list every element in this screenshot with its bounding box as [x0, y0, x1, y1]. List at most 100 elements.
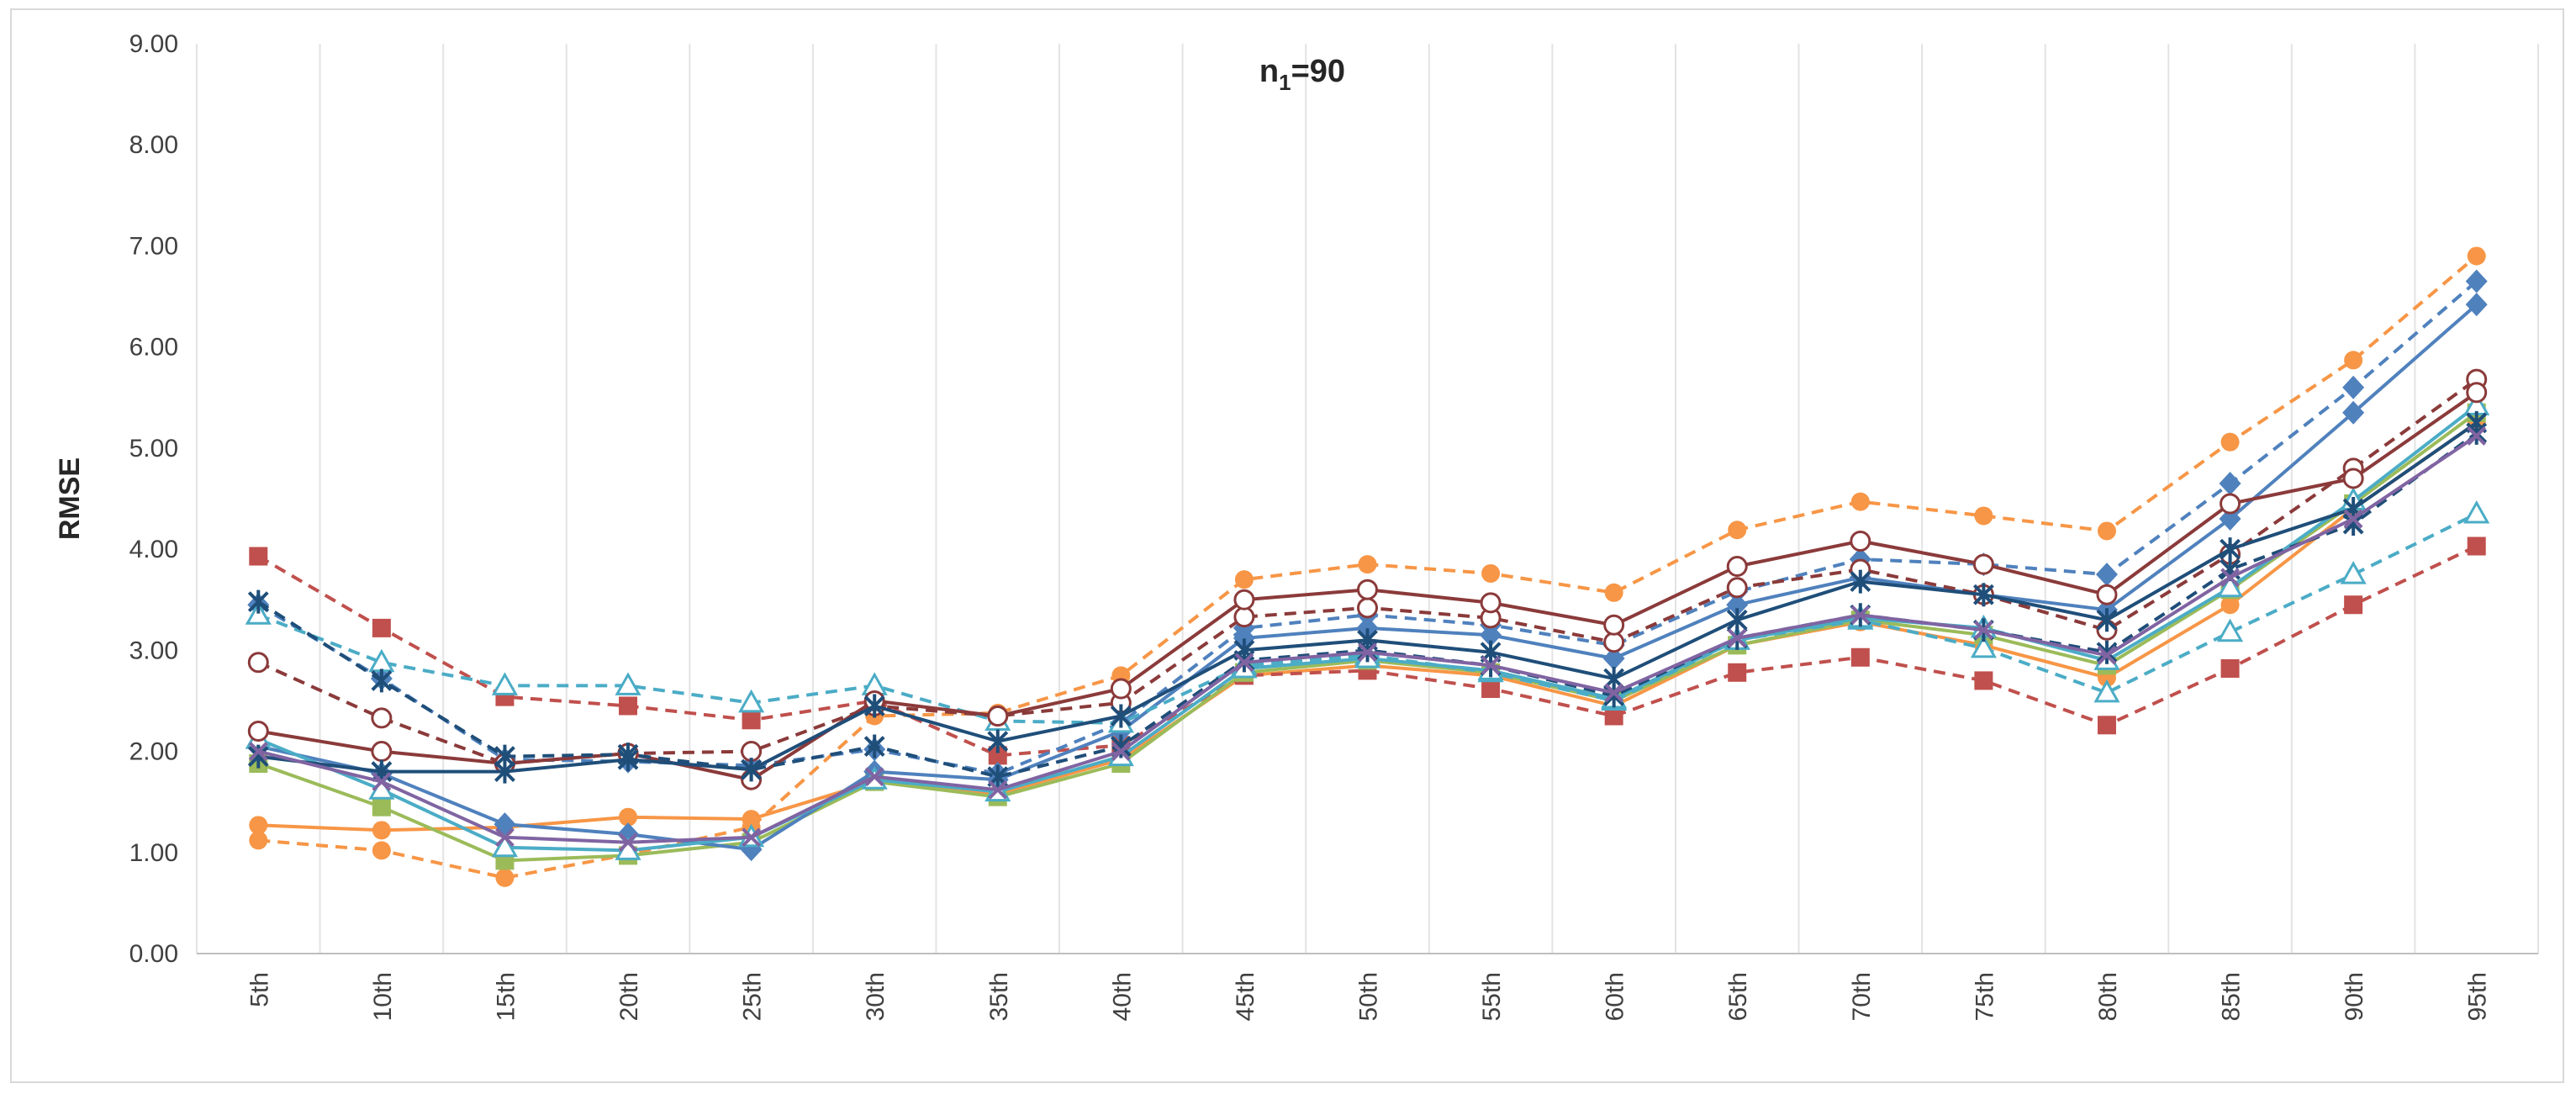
data-point	[2465, 269, 2488, 293]
data-point	[2466, 382, 2488, 404]
data-point	[2220, 537, 2241, 562]
data-point	[1358, 555, 1377, 574]
data-point	[742, 810, 761, 829]
x-tick-label: 45th	[1232, 972, 1259, 1021]
x-tick-label: 40th	[1108, 972, 1136, 1021]
data-point	[491, 672, 519, 695]
series-line	[257, 279, 2478, 775]
x-tick-label: 95th	[2464, 972, 2492, 1021]
x-tick-labels: 5th 10th 15th 20th 25th 30th 35th 40th 45th 50th 5…	[245, 972, 2491, 1021]
data-point	[1357, 579, 1378, 600]
data-point	[619, 807, 638, 827]
data-point	[2467, 536, 2486, 556]
data-point	[618, 832, 638, 853]
series-line	[257, 303, 2478, 852]
y-tick-labels: 0.00 1.00 2.00 3.00 4.00 5.00 6.00 7.00 8.00 9.00	[129, 30, 178, 968]
data-point	[1603, 632, 1625, 653]
data-point	[1358, 642, 1377, 663]
x-tick-label: 55th	[1478, 972, 1506, 1021]
data-point	[1234, 653, 1254, 673]
data-point	[1481, 655, 1501, 675]
data-point	[1972, 553, 1994, 575]
data-point	[1850, 492, 1870, 511]
data-point	[1603, 614, 1625, 636]
data-point	[248, 742, 268, 761]
data-point	[1480, 592, 1502, 614]
data-point	[491, 833, 519, 858]
series-group	[245, 246, 2490, 887]
data-point	[249, 831, 268, 850]
data-point	[249, 816, 268, 835]
series-purple-x-solid	[248, 426, 2487, 853]
data-point	[2220, 568, 2240, 588]
x-tick-label: 85th	[2218, 972, 2246, 1021]
data-point	[1110, 704, 1132, 728]
x-tick-label: 5th	[245, 972, 273, 1007]
data-point	[2342, 400, 2365, 425]
data-point	[2097, 645, 2117, 665]
y-tick-label: 1.00	[129, 839, 178, 867]
x-tick-label: 10th	[369, 972, 397, 1021]
y-tick-label: 5.00	[129, 435, 178, 462]
series-orange-circle-dashed	[249, 246, 2486, 887]
data-point	[2219, 507, 2241, 531]
data-point	[988, 746, 1007, 765]
data-point	[2465, 293, 2488, 317]
data-point	[249, 547, 268, 566]
line-chart: 0.00 1.00 2.00 3.00 4.00 5.00 6.00 7.00 8.00 9.00…	[54, 30, 2539, 1021]
data-point	[2096, 608, 2118, 632]
data-point	[2220, 595, 2240, 615]
x-tick-label: 80th	[2094, 972, 2122, 1021]
data-point	[1726, 577, 1748, 599]
data-point	[617, 822, 640, 847]
data-point	[1973, 620, 1993, 640]
chart-title-subscript: 1	[1279, 70, 1291, 95]
data-point	[2467, 426, 2487, 446]
data-point	[1602, 646, 1625, 670]
data-point	[372, 821, 391, 840]
data-point	[494, 759, 515, 784]
x-tick-label: 15th	[492, 972, 520, 1021]
data-point	[495, 868, 515, 887]
series-navy-star-solid	[247, 410, 2488, 784]
data-point	[987, 729, 1009, 753]
data-point	[2463, 499, 2490, 524]
data-point	[742, 827, 762, 848]
data-point	[371, 669, 393, 693]
gridlines	[196, 44, 2539, 954]
series-blue-diamond-dashed	[247, 269, 2488, 786]
data-point	[245, 601, 272, 625]
data-point	[1481, 563, 1501, 583]
y-tick-label: 8.00	[129, 131, 178, 159]
data-point	[1233, 589, 1255, 610]
data-point	[371, 707, 393, 729]
data-point	[741, 758, 763, 782]
data-point	[2467, 246, 2486, 266]
data-point	[738, 689, 765, 713]
data-point	[2216, 618, 2244, 642]
data-point	[1726, 593, 1749, 617]
data-point	[2096, 640, 2118, 664]
data-point	[987, 705, 1009, 727]
x-tick-label: 70th	[1848, 972, 1876, 1021]
x-tick-label: 60th	[1602, 972, 1629, 1021]
y-tick-label: 2.00	[129, 738, 178, 766]
data-point	[372, 772, 392, 792]
data-point	[2219, 471, 2241, 495]
data-point	[863, 694, 885, 718]
data-point	[1233, 606, 1255, 628]
x-tick-label: 30th	[862, 972, 889, 1021]
y-tick-label: 4.00	[129, 536, 178, 563]
data-point	[495, 827, 515, 848]
data-point	[863, 734, 885, 758]
data-point	[2220, 432, 2240, 452]
data-point	[2097, 521, 2116, 541]
data-point	[1974, 506, 1993, 526]
data-point	[2342, 375, 2365, 399]
data-point	[1481, 679, 1501, 699]
data-point	[247, 721, 269, 743]
chart-title-main: n	[1259, 54, 1279, 89]
series-darkred-opencircle-solid	[247, 382, 2488, 790]
data-point	[1111, 742, 1131, 761]
data-point	[372, 841, 391, 860]
